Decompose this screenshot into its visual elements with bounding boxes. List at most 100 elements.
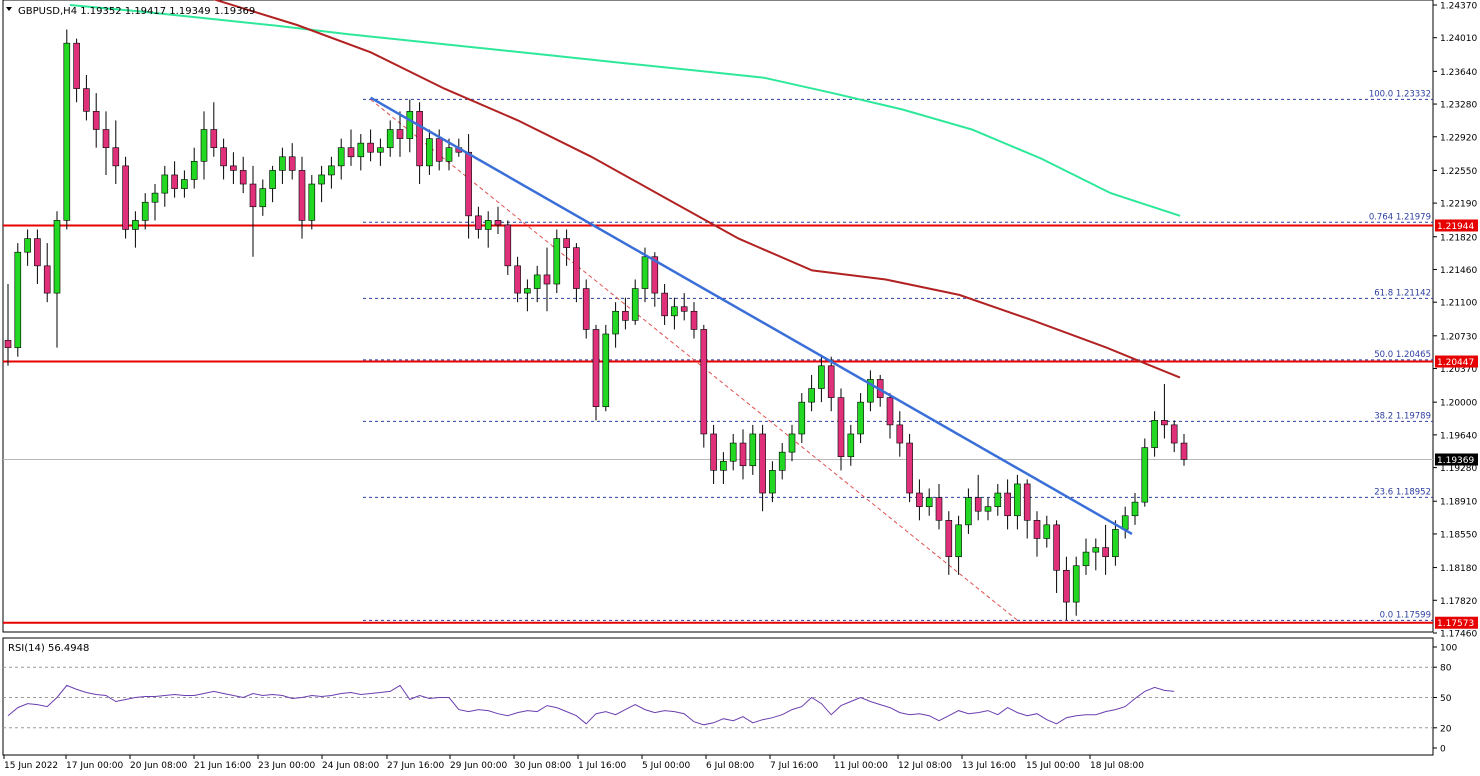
bullish-candle xyxy=(1043,524,1051,539)
bearish-candle xyxy=(759,433,766,494)
price-tag-box xyxy=(1435,453,1478,466)
bullish-candle xyxy=(808,388,815,403)
price-tick-label: 1.18910 xyxy=(1440,498,1477,508)
time-label: 18 Jul 08:00 xyxy=(1090,761,1144,771)
bearish-candle xyxy=(83,88,90,112)
bearish-candle xyxy=(112,147,120,167)
bullish-candle xyxy=(190,161,198,180)
rsi-tick-label: 0 xyxy=(1440,745,1446,755)
time-label: 27 Jun 16:00 xyxy=(387,761,444,771)
bullish-candle xyxy=(337,147,345,167)
bullish-candle xyxy=(200,129,208,162)
bullish-candle xyxy=(1082,551,1090,567)
price-tick-label: 1.23640 xyxy=(1440,68,1477,78)
bearish-candle xyxy=(1063,569,1070,603)
bullish-candle xyxy=(955,524,962,557)
bearish-candle xyxy=(886,397,894,426)
bullish-candle xyxy=(318,174,325,185)
price-tag-label: 1.20447 xyxy=(1437,358,1474,368)
price-tick-label: 1.22920 xyxy=(1440,133,1477,143)
bearish-candle xyxy=(622,310,629,321)
bullish-candle xyxy=(426,138,433,167)
bullish-candle xyxy=(1072,565,1080,603)
time-label: 11 Jul 00:00 xyxy=(834,761,888,771)
time-label: 7 Jul 16:00 xyxy=(770,761,819,771)
price-tick-label: 1.17460 xyxy=(1440,630,1477,640)
bearish-candle xyxy=(1053,524,1060,571)
dropdown-triangle-icon[interactable] xyxy=(6,7,12,11)
bullish-candle xyxy=(161,174,169,194)
bullish-candle xyxy=(1121,515,1129,530)
fib-level-label: 0.0 1.17599 xyxy=(1380,610,1431,620)
price-tick-label: 1.19640 xyxy=(1440,431,1477,441)
bullish-candle xyxy=(141,201,149,221)
bearish-candle xyxy=(543,274,551,285)
bullish-candle xyxy=(445,147,453,162)
bullish-candle xyxy=(63,42,71,221)
price-tick-label: 1.24010 xyxy=(1440,34,1477,44)
bearish-candle xyxy=(1023,483,1031,521)
bearish-candle xyxy=(582,288,590,330)
bullish-candle xyxy=(798,401,806,435)
price-tag-label: 1.19369 xyxy=(1437,456,1474,466)
time-label: 13 Jul 16:00 xyxy=(962,761,1016,771)
rsi-panel-frame xyxy=(2,637,1434,756)
bullish-candle xyxy=(53,220,61,294)
bearish-candle xyxy=(465,151,472,217)
fib-level-label: 50.0 1.20465 xyxy=(1374,350,1431,360)
bullish-candle xyxy=(14,251,22,348)
price-axis: 1.24370 1.24010 1.23640 1.23280 1.22920 1.225… xyxy=(1433,2,1477,640)
bearish-candle xyxy=(171,174,178,189)
price-tick-label: 1.17820 xyxy=(1440,597,1477,607)
bearish-candle xyxy=(514,265,521,294)
bullish-candle xyxy=(1131,501,1139,517)
price-tick-label: 1.21460 xyxy=(1440,266,1477,276)
time-label: 21 Jun 16:00 xyxy=(194,761,251,771)
bearish-candle xyxy=(700,329,708,435)
bearish-candle xyxy=(563,238,570,248)
bearish-candle xyxy=(43,265,51,294)
bearish-candle xyxy=(651,256,659,294)
bullish-candle xyxy=(328,165,335,176)
bullish-candle xyxy=(386,129,394,148)
price-tick-label: 1.20370 xyxy=(1440,365,1477,375)
bullish-candle xyxy=(671,306,678,317)
bullish-candle xyxy=(1112,529,1119,557)
bullish-candle xyxy=(925,497,933,507)
moving-averages xyxy=(69,0,1181,379)
rsi-tick-label: 20 xyxy=(1440,724,1452,734)
bullish-candle xyxy=(533,274,541,289)
time-label: 29 Jun 00:00 xyxy=(450,761,507,771)
bearish-candle xyxy=(592,329,600,408)
time-label: 6 Jul 08:00 xyxy=(706,761,755,771)
bearish-candle xyxy=(249,183,257,208)
time-label: 1 Jul 16:00 xyxy=(578,761,627,771)
bullish-candle xyxy=(867,379,874,403)
bullish-candle xyxy=(524,288,531,294)
bearish-candle xyxy=(1033,520,1041,539)
time-label: 15 Jun 2022 xyxy=(4,761,58,771)
bearish-candle xyxy=(739,442,747,467)
bullish-candle xyxy=(151,192,159,203)
bearish-candle xyxy=(690,310,698,330)
bullish-candle xyxy=(612,310,619,335)
price-tag-box xyxy=(1435,355,1478,368)
bearish-candle xyxy=(220,147,227,167)
bearish-candle xyxy=(710,433,717,471)
bullish-candle xyxy=(1141,447,1149,503)
price-panel-frame xyxy=(2,0,1434,633)
price-tick-label: 1.18550 xyxy=(1440,530,1477,540)
bearish-candle xyxy=(837,397,845,457)
bullish-candle xyxy=(631,288,639,321)
price-tick-label: 1.24370 xyxy=(1440,2,1477,12)
bearish-candle xyxy=(416,111,423,167)
time-label: 24 Jun 08:00 xyxy=(322,761,379,771)
rsi-label: RSI(14) 56.4948 xyxy=(8,643,89,654)
fib-level-label: 38.2 1.19789 xyxy=(1374,411,1431,421)
bearish-candle xyxy=(230,165,237,171)
time-label: 30 Jun 08:00 xyxy=(514,761,571,771)
rsi-tick-label: 100 xyxy=(1440,644,1457,654)
bullish-candle xyxy=(769,470,776,494)
bullish-candle xyxy=(984,506,992,512)
bearish-candle xyxy=(945,520,953,557)
